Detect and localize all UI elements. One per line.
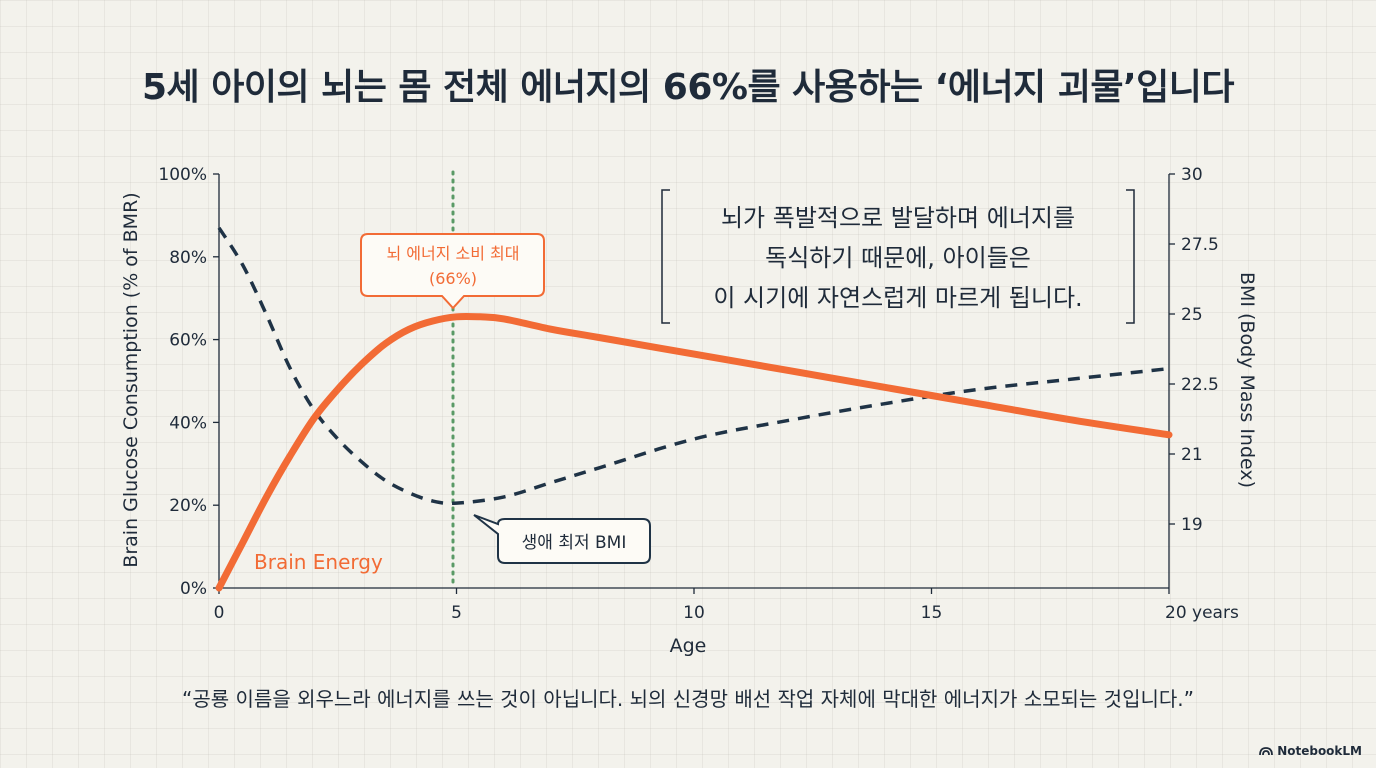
page-title: 5세 아이의 뇌는 몸 전체 에너지의 66%를 사용하는 ‘에너지 괴물’입니… [142,67,1235,108]
y2-tick-label: 22.5 [1181,375,1219,395]
brain-energy-series-line [215,312,1173,592]
notebooklm-brand: NotebookLM [1259,744,1362,758]
note-line-2: 독식하기 때문에, 아이들은 [765,244,1031,272]
y-tick-label: 40% [169,413,207,433]
peak-callout-line1: 뇌 에너지 소비 최대 [386,244,519,263]
x-tick-label: 5 [451,603,462,623]
y2-tick-label: 27.5 [1181,235,1219,255]
y2-tick-label: 19 [1181,515,1203,535]
peak-callout: 뇌 에너지 소비 최대 (66%) [360,233,545,310]
y2-tick-label: 21 [1181,445,1203,465]
note-line-1: 뇌가 폭발적으로 발달하며 에너지를 [721,204,1075,232]
min-bmi-callout: 생애 최저 BMI [473,514,651,564]
quote-caption: “공룡 이름을 외우느라 에너지를 쓰는 것이 아닙니다. 뇌의 신경망 배선 … [182,687,1194,711]
y-axis-title: Brain Glucose Consumption (% of BMR) [120,192,142,567]
brand-label: NotebookLM [1277,744,1362,758]
y-tick-label: 80% [169,248,207,268]
min-bmi-label: 생애 최저 BMI [522,533,627,553]
x-tick-label: 0 [214,603,225,623]
x-tick-label: 10 [683,603,705,623]
note-line-3: 이 시기에 자연스럽게 마르게 됩니다. [713,284,1082,312]
brain-energy-legend-label: Brain Energy [254,550,383,574]
y-tick-label: 60% [169,331,207,351]
note-box: 뇌가 폭발적으로 발달하며 에너지를 독식하기 때문에, 아이들은 이 시기에 … [661,189,1135,324]
x-tick-label: 20 years [1165,603,1239,623]
y-tick-label: 0% [180,579,207,599]
y-tick-label: 100% [158,165,207,185]
bmi-series-line [217,226,1170,506]
y2-tick-label: 25 [1181,305,1203,325]
x-tick-label: 15 [921,603,943,623]
notebooklm-logo-icon [1259,746,1274,755]
y2-axis-title: BMI (Body Mass Index) [1236,272,1258,488]
chart-axes: 0% 20% 40% 60% 80% 100% 19 21 22.5 25 27.5 30 0 5 10 15… [158,165,1239,623]
y-tick-label: 20% [169,496,207,516]
peak-callout-line2: (66%) [429,269,477,288]
y2-tick-label: 30 [1181,165,1203,185]
x-axis-title: Age [670,635,707,657]
